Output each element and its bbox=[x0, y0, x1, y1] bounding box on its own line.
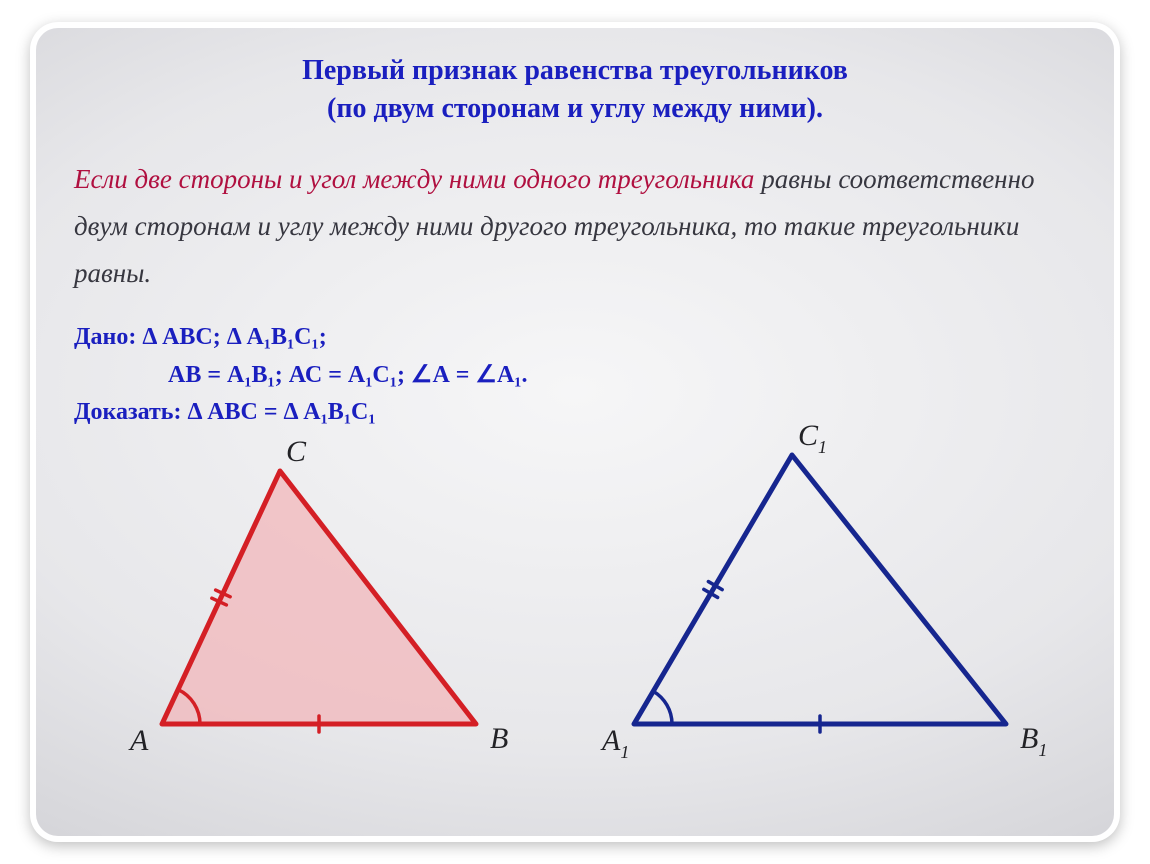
slide-card: Первый признак равенства треугольников (… bbox=[30, 22, 1120, 842]
svg-text:B1: B1 bbox=[1020, 722, 1047, 760]
triangles-diagram: ABCA1B1C1 bbox=[74, 439, 1074, 769]
prove-value: Δ АВС = Δ А₁В₁С₁ bbox=[181, 399, 375, 425]
title-line1: Первый признак равенства треугольников bbox=[302, 55, 848, 86]
title-line2: (по двум сторонам и углу между ними). bbox=[327, 93, 823, 124]
svg-text:B: B bbox=[490, 722, 508, 755]
svg-text:A: A bbox=[128, 724, 149, 757]
svg-text:A1: A1 bbox=[600, 724, 629, 762]
prove-label: Доказать: bbox=[74, 399, 181, 425]
given-value: Δ АВС; Δ А₁В₁С₁; bbox=[136, 324, 326, 350]
svg-text:C: C bbox=[286, 435, 307, 468]
given-block: Дано: Δ АВС; Δ А₁В₁С₁; АВ = А₁В₁; АС = А… bbox=[74, 319, 1076, 431]
given-label: Дано: bbox=[74, 324, 136, 350]
slide-title: Первый признак равенства треугольников (… bbox=[74, 52, 1076, 128]
theorem-text: Если две стороны и угол между ними одног… bbox=[74, 156, 1076, 298]
theorem-emphasis: Если две стороны и угол между ними одног… bbox=[74, 164, 754, 194]
given-row2: АВ = А₁В₁; АС = А₁С₁; ∠А = ∠А₁. bbox=[74, 357, 1076, 394]
diagram-area: ABCA1B1C1 bbox=[74, 439, 1076, 769]
